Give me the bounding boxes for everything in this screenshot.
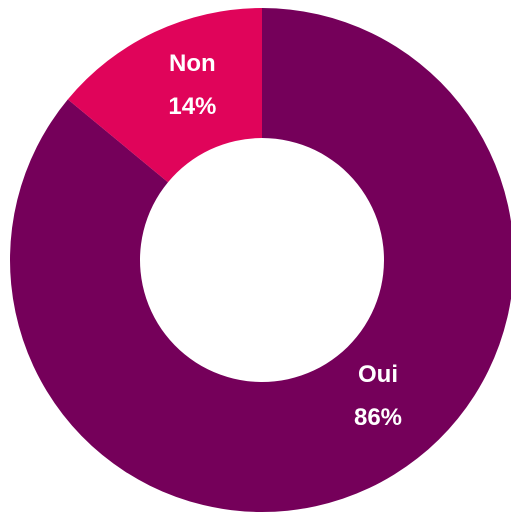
slice-value-non: 14% [168,93,216,120]
slice-label-non: Non [169,50,216,77]
slice-label-oui: Oui [358,361,398,388]
donut-slices [10,8,511,512]
slice-value-oui: 86% [354,404,402,431]
slice-oui [10,8,511,512]
slice-non [67,8,263,183]
donut-labels: Oui 86% Non 14% [168,50,402,431]
